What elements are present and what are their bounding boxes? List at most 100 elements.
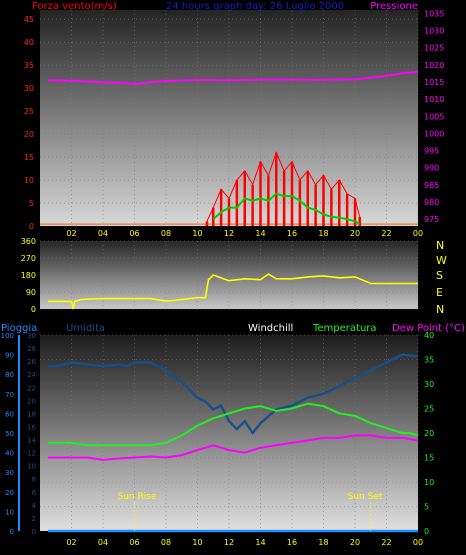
wind-tick-label: 10 [24,176,34,185]
x-tick-label-top: 10 [192,229,202,238]
wind-tick-label: 0 [29,222,34,231]
rain-tick-label: 28 [27,345,36,353]
pressure-tick-label: 1030 [424,27,444,36]
humidity-line [47,353,419,436]
wind-tick-label: 25 [24,107,34,116]
rain-tick-label: 20 [27,397,36,405]
direction-tick-label: 270 [21,254,36,263]
chart-title: 24 hours graph day: 26 Luglio 2000 [166,1,344,12]
humidity-tick-label: 80 [5,371,14,379]
x-tick-label-bottom: 16 [287,538,297,547]
pressure-tick-label: 1035 [424,9,444,18]
x-tick-label-top: 08 [161,229,171,238]
sunset-label: Sun Set [348,492,383,502]
x-tick-label-top: 06 [129,229,139,238]
x-tick-label-bottom: 20 [350,538,360,547]
x-tick-label-top: 04 [98,229,108,238]
wind-tick-label: 35 [24,61,34,70]
compass-w: W [436,254,447,267]
temperature-line [47,402,419,447]
pressure-line [47,70,419,86]
rain-tick-label: 4 [32,502,37,510]
x-tick-label-bottom: 06 [129,538,139,547]
rain-tick-label: 30 [27,332,36,340]
humidity-tick-label: 0 [10,528,14,536]
pressure-tick-label: 990 [424,164,439,173]
humidity-tick-label: 20 [5,489,14,497]
x-tick-label-bottom: 00 [413,538,423,547]
x-tick-label-top: 00 [413,229,423,238]
x-tick-label-bottom: 10 [192,538,202,547]
rain-tick-label: 14 [27,437,36,445]
rain-tick-label: 0 [32,528,36,536]
gust-line [212,192,361,225]
rain-tick-label: 22 [27,384,36,392]
windchill-label: Windchill [248,323,293,334]
rain-tick-label: 6 [32,489,37,497]
humidity-label: Umidita [66,323,105,334]
sunrise-label: Sun Rise [118,492,157,502]
direction-tick-label: 180 [21,271,36,280]
rain-label: Pioggia [1,323,37,334]
dewpoint-line [47,434,419,461]
pressure-tick-label: 1005 [424,112,444,121]
humidity-tick-label: 90 [5,352,14,360]
x-tick-label-top: 20 [350,229,360,238]
pressure-tick-label: 1025 [424,44,444,53]
wind-tick-label: 30 [24,84,34,93]
temperature-tick-label: 5 [424,503,429,512]
x-tick-label-bottom: 22 [381,538,391,547]
direction-tick-label: 90 [26,288,36,297]
direction-tick-label: 360 [21,237,36,246]
wind-tick-label: 20 [24,130,34,139]
humidity-tick-label: 40 [5,450,14,458]
x-tick-label-bottom: 04 [98,538,108,547]
temperature-tick-label: 10 [424,478,434,487]
rain-tick-label: 16 [27,423,36,431]
compass-e: E [436,286,443,299]
temperature-tick-label: 35 [424,356,434,365]
pressure-tick-label: 1010 [424,95,444,104]
compass-n-bottom: N [436,303,444,316]
temperature-tick-label: 40 [424,331,434,340]
humidity-tick-label: 30 [5,469,14,477]
direction-tick-label: 0 [31,305,36,314]
wind-tick-label: 45 [24,15,34,24]
x-tick-label-bottom: 08 [161,538,171,547]
rain-tick-label: 8 [32,476,36,484]
wind-tick-label: 5 [29,199,34,208]
pressure-label: Pressione [370,1,418,12]
x-tick-label-top: 22 [381,229,391,238]
rain-tick-label: 10 [27,463,36,471]
wind-tick-label: 15 [24,153,34,162]
pressure-tick-label: 975 [424,215,439,224]
x-tick-label-bottom: 18 [318,538,328,547]
x-tick-label-top: 02 [66,229,76,238]
compass-s: S [436,269,443,282]
pressure-tick-label: 985 [424,181,439,190]
temperature-tick-label: 30 [424,380,434,389]
humidity-tick-label: 100 [1,332,14,340]
humidity-tick-label: 70 [5,391,14,399]
temperature-tick-label: 0 [424,527,429,536]
pressure-tick-label: 1020 [424,61,444,70]
humidity-tick-label: 10 [5,508,14,516]
x-tick-label-bottom: 12 [224,538,234,547]
dewpoint-label: Dew Point (°C) [392,323,465,334]
temperature-tick-label: 15 [424,454,434,463]
pressure-tick-label: 980 [424,198,439,207]
rain-tick-label: 2 [32,515,36,523]
x-tick-label-top: 12 [224,229,234,238]
rain-tick-label: 18 [27,410,36,418]
wind-speed-line [206,151,361,222]
rain-tick-label: 12 [27,450,36,458]
pressure-tick-label: 1015 [424,78,444,87]
wind-speed-label: Forza vento(m/s) [32,1,117,12]
x-tick-label-top: 16 [287,229,297,238]
pressure-tick-label: 995 [424,147,439,156]
humidity-tick-label: 60 [5,410,14,418]
x-tick-label-bottom: 14 [255,538,265,547]
x-tick-label-bottom: 02 [66,538,76,547]
temperature-label: Temperatura [312,323,377,334]
